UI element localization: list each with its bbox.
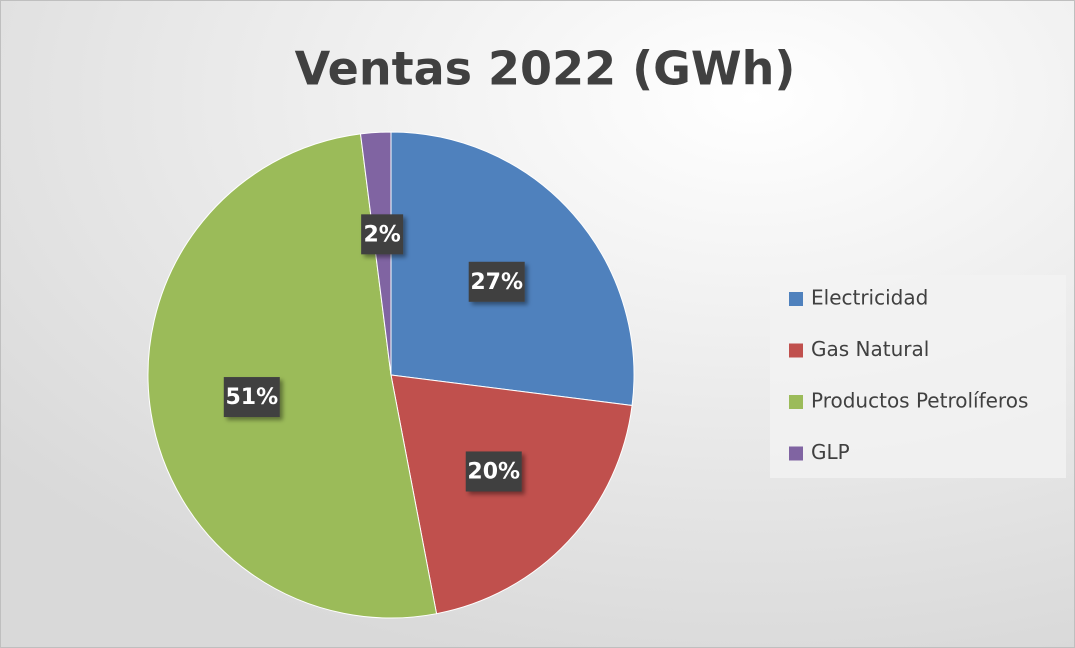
- data-label: 2%: [363, 222, 400, 247]
- chart-title: Ventas 2022 (GWh): [295, 42, 796, 96]
- legend-label: Productos Petrolíferos: [811, 389, 1028, 413]
- pie-slice: [390, 374, 633, 615]
- legend-label: Gas Natural: [811, 337, 929, 361]
- data-label: 20%: [467, 459, 520, 484]
- data-label-box: [361, 214, 404, 255]
- legend-label: Electricidad: [811, 286, 928, 310]
- data-label: 51%: [225, 385, 278, 410]
- pie-slice: [147, 133, 438, 619]
- legend-label: GLP: [811, 440, 850, 464]
- legend-swatch: [789, 343, 803, 358]
- data-label-box: [465, 451, 522, 492]
- data-label: 27%: [470, 270, 523, 295]
- legend-swatch: [789, 395, 803, 409]
- legend-swatch: [789, 292, 803, 306]
- legend-swatch: [789, 446, 803, 461]
- data-label-box: [468, 261, 525, 302]
- legend-box: [770, 275, 1066, 478]
- data-label-box: [223, 377, 280, 418]
